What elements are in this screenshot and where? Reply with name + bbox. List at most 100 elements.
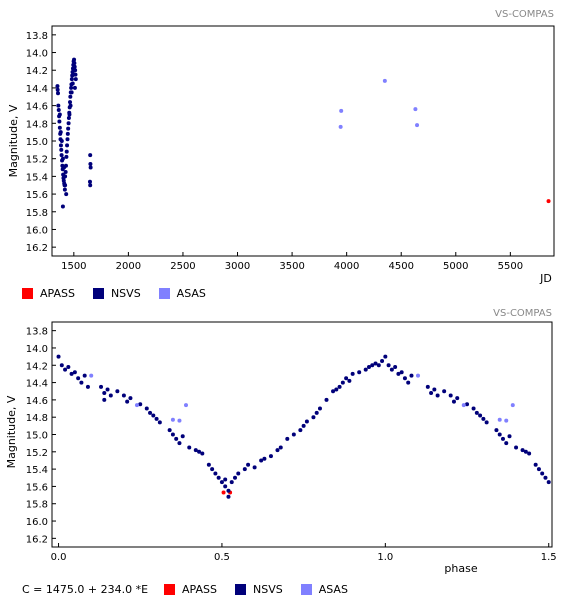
data-point-nsvs xyxy=(500,436,505,441)
data-point-nsvs xyxy=(151,413,156,418)
data-point-nsvs xyxy=(59,153,64,158)
data-point-nsvs xyxy=(494,428,499,433)
data-point-nsvs xyxy=(386,363,391,368)
data-point-nsvs xyxy=(399,370,404,375)
data-point-nsvs xyxy=(536,467,541,472)
data-point-asas xyxy=(416,373,421,378)
data-point-nsvs xyxy=(298,428,303,433)
x-tick-label: 1.0 xyxy=(377,552,393,563)
x-tick-label: 2000 xyxy=(116,261,141,272)
data-point-nsvs xyxy=(72,370,77,375)
data-point-nsvs xyxy=(69,77,74,82)
legend-swatch-nsvs xyxy=(92,287,104,299)
data-point-nsvs xyxy=(432,387,437,392)
y-tick-label: 16.0 xyxy=(26,517,48,528)
data-point-nsvs xyxy=(533,462,538,467)
legend-swatch-asas xyxy=(158,287,170,299)
data-point-nsvs xyxy=(69,90,74,95)
data-point-asas xyxy=(170,417,175,422)
y-tick-label: 14.8 xyxy=(26,119,48,130)
y-tick-label: 15.2 xyxy=(26,155,48,166)
data-point-nsvs xyxy=(63,367,68,372)
x-tick-label: 2500 xyxy=(170,261,195,272)
data-point-nsvs xyxy=(216,475,221,480)
y-tick-label: 16.2 xyxy=(26,243,48,254)
y-axis-label: Magnitude, V xyxy=(5,395,18,468)
data-point-nsvs xyxy=(63,183,68,188)
data-point-nsvs xyxy=(200,451,205,456)
data-point-nsvs xyxy=(527,451,532,456)
legend-label-asas: ASAS xyxy=(318,582,348,596)
data-point-nsvs xyxy=(73,68,78,73)
legend-swatch-nsvs xyxy=(234,583,246,595)
data-point-nsvs xyxy=(66,126,71,131)
data-point-nsvs xyxy=(268,454,273,459)
data-point-nsvs xyxy=(301,423,306,428)
y-tick-label: 15.4 xyxy=(26,465,48,476)
y-tick-label: 15.0 xyxy=(26,431,48,442)
data-point-nsvs xyxy=(233,475,238,480)
data-point-nsvs xyxy=(304,419,309,424)
y-tick-label: 14.8 xyxy=(26,413,48,424)
data-point-nsvs xyxy=(226,488,231,493)
data-point-nsvs xyxy=(226,494,231,499)
y-tick-label: 14.4 xyxy=(26,379,48,390)
data-point-nsvs xyxy=(115,389,120,394)
x-tick-label: 4500 xyxy=(388,261,413,272)
x-tick-label: 0.5 xyxy=(214,552,230,563)
legend-label-apass: APASS xyxy=(182,582,217,596)
data-point-nsvs xyxy=(507,434,512,439)
data-point-nsvs xyxy=(380,358,385,363)
y-tick-label: 14.0 xyxy=(26,49,48,60)
data-point-nsvs xyxy=(65,137,70,142)
data-point-nsvs xyxy=(63,169,68,174)
data-point-nsvs xyxy=(402,376,407,381)
data-point-asas xyxy=(504,418,509,423)
data-point-nsvs xyxy=(285,436,290,441)
legend-label-nsvs: NSVS xyxy=(110,286,141,300)
legend-label-nsvs: NSVS xyxy=(252,582,283,596)
data-point-asas xyxy=(382,78,387,83)
x-tick-label: 4000 xyxy=(334,261,359,272)
data-point-nsvs xyxy=(72,85,77,90)
data-point-nsvs xyxy=(68,94,73,99)
data-point-nsvs xyxy=(68,103,73,108)
data-point-nsvs xyxy=(128,396,133,401)
watermark: VS-COMPAS xyxy=(493,308,552,319)
data-point-nsvs xyxy=(65,131,70,136)
data-point-nsvs xyxy=(63,174,68,179)
data-point-nsvs xyxy=(357,370,362,375)
y-tick-label: 14.4 xyxy=(26,84,48,95)
data-point-nsvs xyxy=(62,187,67,192)
x-axis-label: phase xyxy=(444,562,477,575)
data-point-asas xyxy=(183,403,188,408)
data-point-nsvs xyxy=(57,119,62,124)
data-point-nsvs xyxy=(68,100,73,105)
light-curve-chart: VS-COMPAS Magnitude, V JD 1500 2000 2500 30… xyxy=(7,9,555,285)
data-point-nsvs xyxy=(105,387,110,392)
data-point-nsvs xyxy=(102,390,107,395)
data-point-nsvs xyxy=(170,432,175,437)
data-point-nsvs xyxy=(337,384,342,389)
y-tick-label: 15.0 xyxy=(26,137,48,148)
data-point-nsvs xyxy=(167,428,172,433)
y-tick-label: 15.4 xyxy=(26,172,48,183)
y-tick-label: 14.0 xyxy=(26,344,48,355)
legend-item-apass: APASS xyxy=(164,583,217,596)
data-point-nsvs xyxy=(108,393,113,398)
data-point-nsvs xyxy=(56,103,61,108)
data-point-nsvs xyxy=(314,410,319,415)
data-point-nsvs xyxy=(291,432,296,437)
data-point-nsvs xyxy=(262,456,267,461)
data-point-nsvs xyxy=(87,179,92,184)
data-point-nsvs xyxy=(435,393,440,398)
data-point-nsvs xyxy=(102,397,107,402)
data-point-nsvs xyxy=(154,416,159,421)
data-point-nsvs xyxy=(64,192,69,197)
data-point-nsvs xyxy=(79,380,84,385)
data-point-nsvs xyxy=(393,365,398,369)
data-point-nsvs xyxy=(236,471,241,476)
x-tick-label: 1.5 xyxy=(541,552,557,563)
y-tick-label: 14.6 xyxy=(26,396,48,407)
y-tick-label: 16.0 xyxy=(26,225,48,236)
